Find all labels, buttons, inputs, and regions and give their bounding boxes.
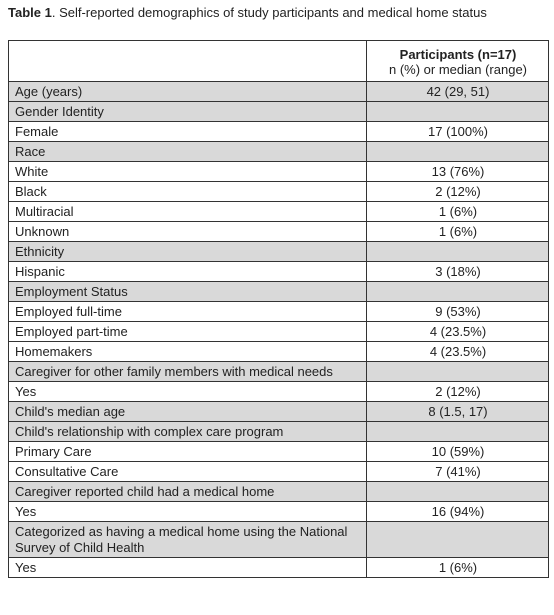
table-row: Yes 16 (94%) [8,501,549,522]
row-value [366,361,549,382]
row-label: White [8,161,367,182]
table-row: Employment Status [8,281,549,302]
caption-text: . Self-reported demographics of study pa… [51,5,487,20]
row-label: Employed part-time [8,321,367,342]
table-row: Yes 2 (12%) [8,381,549,402]
row-label: Yes [8,381,367,402]
table-row: Employed part-time 4 (23.5%) [8,321,549,342]
row-label: Consultative Care [8,461,367,482]
row-value: 13 (76%) [366,161,549,182]
table-row: Race [8,141,549,162]
row-label: Gender Identity [8,101,367,122]
row-label: Yes [8,557,367,578]
row-label: Age (years) [8,81,367,102]
header-cell: Participants (n=17) n (%) or median (rang… [366,40,549,82]
row-label: Female [8,121,367,142]
row-value [366,101,549,122]
table-row: Categorized as having a medical home usi… [8,521,549,558]
row-label: Unknown [8,221,367,242]
row-label: Multiracial [8,201,367,222]
row-value: 16 (94%) [366,501,549,522]
row-value [366,281,549,302]
row-label: Categorized as having a medical home usi… [8,521,367,558]
row-value [366,481,549,502]
table-row: Child's relationship with complex care p… [8,421,549,442]
header-title: Participants (n=17) [399,46,517,62]
row-value: 3 (18%) [366,261,549,282]
row-label: Homemakers [8,341,367,362]
row-value: 9 (53%) [366,301,549,322]
row-value [366,141,549,162]
caption-label: Table 1 [8,5,52,20]
row-label: Primary Care [8,441,367,462]
header-subtitle: n (%) or median (range) [389,61,527,77]
row-value [366,241,549,262]
table-row: Consultative Care 7 (41%) [8,461,549,482]
row-value: 8 (1.5, 17) [366,401,549,422]
row-value: 17 (100%) [366,121,549,142]
row-value: 4 (23.5%) [366,341,549,362]
row-value: 7 (41%) [366,461,549,482]
row-label: Black [8,181,367,202]
row-label: Child's median age [8,401,367,422]
table-caption: Table 1. Self-reported demographics of s… [8,5,487,20]
table-row: Yes 1 (6%) [8,557,549,578]
table-row: Primary Care 10 (59%) [8,441,549,462]
row-value: 2 (12%) [366,181,549,202]
table-row: Unknown 1 (6%) [8,221,549,242]
row-label: Employed full-time [8,301,367,322]
row-label: Hispanic [8,261,367,282]
row-value: 10 (59%) [366,441,549,462]
row-label: Yes [8,501,367,522]
table-row: Homemakers 4 (23.5%) [8,341,549,362]
row-value: 2 (12%) [366,381,549,402]
row-value [366,521,549,558]
row-value: 1 (6%) [366,221,549,242]
table-row: Child's median age 8 (1.5, 17) [8,401,549,422]
table-row: White 13 (76%) [8,161,549,182]
table-row: Employed full-time 9 (53%) [8,301,549,322]
demographics-table: Participants (n=17) n (%) or median (rang… [8,40,549,578]
table-row: Age (years) 42 (29, 51) [8,81,549,102]
row-value: 4 (23.5%) [366,321,549,342]
row-value: 42 (29, 51) [366,81,549,102]
table-row: Ethnicity [8,241,549,262]
row-label: Ethnicity [8,241,367,262]
table-row: Female 17 (100%) [8,121,549,142]
table-row: Black 2 (12%) [8,181,549,202]
row-value: 1 (6%) [366,201,549,222]
table-row: Caregiver reported child had a medical h… [8,481,549,502]
table-row: Gender Identity [8,101,549,122]
table-row: Hispanic 3 (18%) [8,261,549,282]
row-label: Child's relationship with complex care p… [8,421,367,442]
row-label: Race [8,141,367,162]
row-value [366,421,549,442]
table-row: Caregiver for other family members with … [8,361,549,382]
table-body: Participants (n=17) n (%) or median (rang… [8,40,549,578]
table-row: Multiracial 1 (6%) [8,201,549,222]
row-value: 1 (6%) [366,557,549,578]
row-label: Caregiver for other family members with … [8,361,367,382]
header-cell [8,40,367,82]
row-label: Employment Status [8,281,367,302]
header-row: Participants (n=17) n (%) or median (rang… [8,40,549,82]
row-label: Caregiver reported child had a medical h… [8,481,367,502]
